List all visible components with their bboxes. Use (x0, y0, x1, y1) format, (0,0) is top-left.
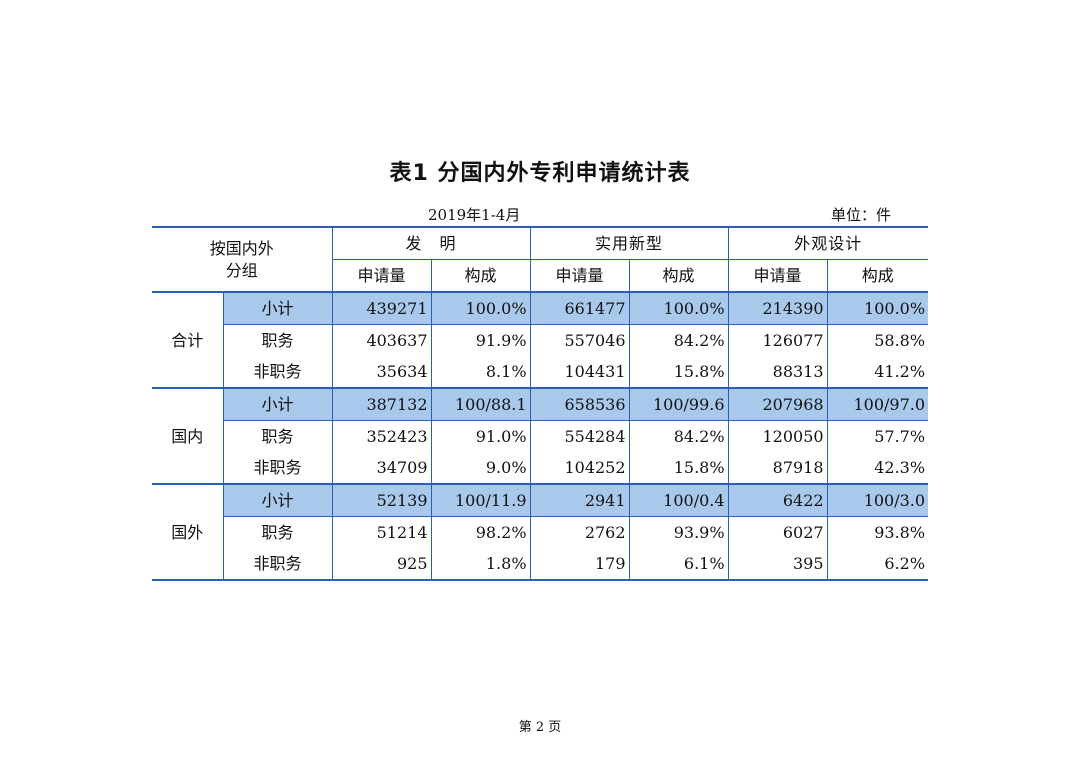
utility-count: 658536 (529, 387, 630, 421)
corner-header-line1: 按国内外 (209, 238, 274, 258)
table-row: 非职务 925 1.8% 179 6.1% 395 6.2% (152, 548, 929, 581)
design-count: 395 (727, 548, 828, 581)
row-label: 小计 (222, 483, 333, 517)
utility-share: 84.2% (628, 324, 729, 356)
invention-count: 35634 (331, 356, 432, 389)
utility-share: 100/0.4 (628, 483, 729, 517)
corner-header-line2: 分组 (225, 260, 258, 280)
row-label: 非职务 (222, 548, 333, 581)
design-count: 214390 (727, 291, 828, 325)
sub-header-share: 构成 (430, 259, 531, 293)
design-count: 88313 (727, 356, 828, 389)
group-header-design: 外观设计 (727, 226, 929, 260)
design-share: 41.2% (826, 356, 929, 389)
utility-count: 2762 (529, 516, 630, 548)
report-period: 2019年1-4月 (428, 206, 521, 224)
sub-header-count: 申请量 (727, 259, 828, 293)
group-header-utility: 实用新型 (529, 226, 729, 260)
design-share: 100.0% (826, 291, 929, 325)
utility-count: 554284 (529, 420, 630, 452)
table-row: 职务 51214 98.2% 2762 93.9% 6027 93.8% (152, 516, 929, 548)
invention-share: 91.0% (430, 420, 531, 452)
utility-count: 557046 (529, 324, 630, 356)
sub-header-share: 构成 (826, 259, 929, 293)
table-row: 非职务 35634 8.1% 104431 15.8% 88313 41.2% (152, 356, 929, 389)
sub-header-share: 构成 (628, 259, 729, 293)
table-row: 职务 352423 91.0% 554284 84.2% 120050 57.7% (152, 420, 929, 452)
design-count: 87918 (727, 452, 828, 485)
design-count: 6027 (727, 516, 828, 548)
utility-count: 179 (529, 548, 630, 581)
invention-share: 100.0% (430, 291, 531, 325)
invention-share: 1.8% (430, 548, 531, 581)
corner-header: 按国内外 分组 (152, 226, 333, 293)
design-share: 93.8% (826, 516, 929, 548)
row-label: 小计 (222, 387, 333, 421)
design-share: 6.2% (826, 548, 929, 581)
design-share: 42.3% (826, 452, 929, 485)
group-label: 合计 (152, 291, 224, 389)
utility-share: 93.9% (628, 516, 729, 548)
invention-count: 352423 (331, 420, 432, 452)
invention-count: 925 (331, 548, 432, 581)
invention-share: 9.0% (430, 452, 531, 485)
utility-share: 84.2% (628, 420, 729, 452)
invention-count: 387132 (331, 387, 432, 421)
design-share: 100/3.0 (826, 483, 929, 517)
invention-share: 8.1% (430, 356, 531, 389)
row-label: 小计 (222, 291, 333, 325)
design-share: 58.8% (826, 324, 929, 356)
table-row: 国外 小计 52139 100/11.9 2941 100/0.4 6422 100/3.0 (152, 483, 929, 581)
design-share: 100/97.0 (826, 387, 929, 421)
design-share: 57.7% (826, 420, 929, 452)
design-count: 6422 (727, 483, 828, 517)
row-label: 非职务 (222, 356, 333, 389)
table-row: 合计 小计 439271 100.0% 661477 100.0% 214390 100.0% (152, 291, 929, 389)
page-number: 第 2 页 (518, 720, 562, 735)
utility-share: 100.0% (628, 291, 729, 325)
invention-count: 403637 (331, 324, 432, 356)
design-count: 207968 (727, 387, 828, 421)
patent-statistics-table: 按国内外 分组 发 明 实用新型 外观设计 申请量 构成 申请量 构成 申请量 … (152, 226, 929, 581)
invention-count: 439271 (331, 291, 432, 325)
design-count: 120050 (727, 420, 828, 452)
page-title: 表1 分国内外专利申请统计表 (389, 161, 691, 186)
sub-header-count: 申请量 (331, 259, 432, 293)
row-label: 非职务 (222, 452, 333, 485)
group-label: 国内 (152, 387, 224, 485)
utility-share: 15.8% (628, 452, 729, 485)
utility-share: 15.8% (628, 356, 729, 389)
utility-count: 104252 (529, 452, 630, 485)
table-row: 非职务 34709 9.0% 104252 15.8% 87918 42.3% (152, 452, 929, 485)
utility-share: 100/99.6 (628, 387, 729, 421)
table-row: 国内 小计 387132 100/88.1 658536 100/99.6 207968 10… (152, 387, 929, 485)
group-label: 国外 (152, 483, 224, 581)
invention-share: 100/88.1 (430, 387, 531, 421)
invention-count: 51214 (331, 516, 432, 548)
utility-count: 661477 (529, 291, 630, 325)
design-count: 126077 (727, 324, 828, 356)
row-label: 职务 (222, 324, 333, 356)
table-header: 按国内外 分组 发 明 实用新型 外观设计 申请量 构成 申请量 构成 申请量 … (152, 226, 929, 293)
table-row: 职务 403637 91.9% 557046 84.2% 126077 58.8% (152, 324, 929, 356)
invention-share: 98.2% (430, 516, 531, 548)
utility-count: 104431 (529, 356, 630, 389)
invention-count: 34709 (331, 452, 432, 485)
row-label: 职务 (222, 420, 333, 452)
invention-share: 91.9% (430, 324, 531, 356)
sub-header-count: 申请量 (529, 259, 630, 293)
table-body: 合计 小计 439271 100.0% 661477 100.0% 214390 100.0%… (152, 291, 929, 581)
group-header-invention: 发 明 (331, 226, 531, 260)
utility-count: 2941 (529, 483, 630, 517)
invention-count: 52139 (331, 483, 432, 517)
utility-share: 6.1% (628, 548, 729, 581)
invention-share: 100/11.9 (430, 483, 531, 517)
row-label: 职务 (222, 516, 333, 548)
unit-label: 单位：件 (831, 206, 892, 224)
